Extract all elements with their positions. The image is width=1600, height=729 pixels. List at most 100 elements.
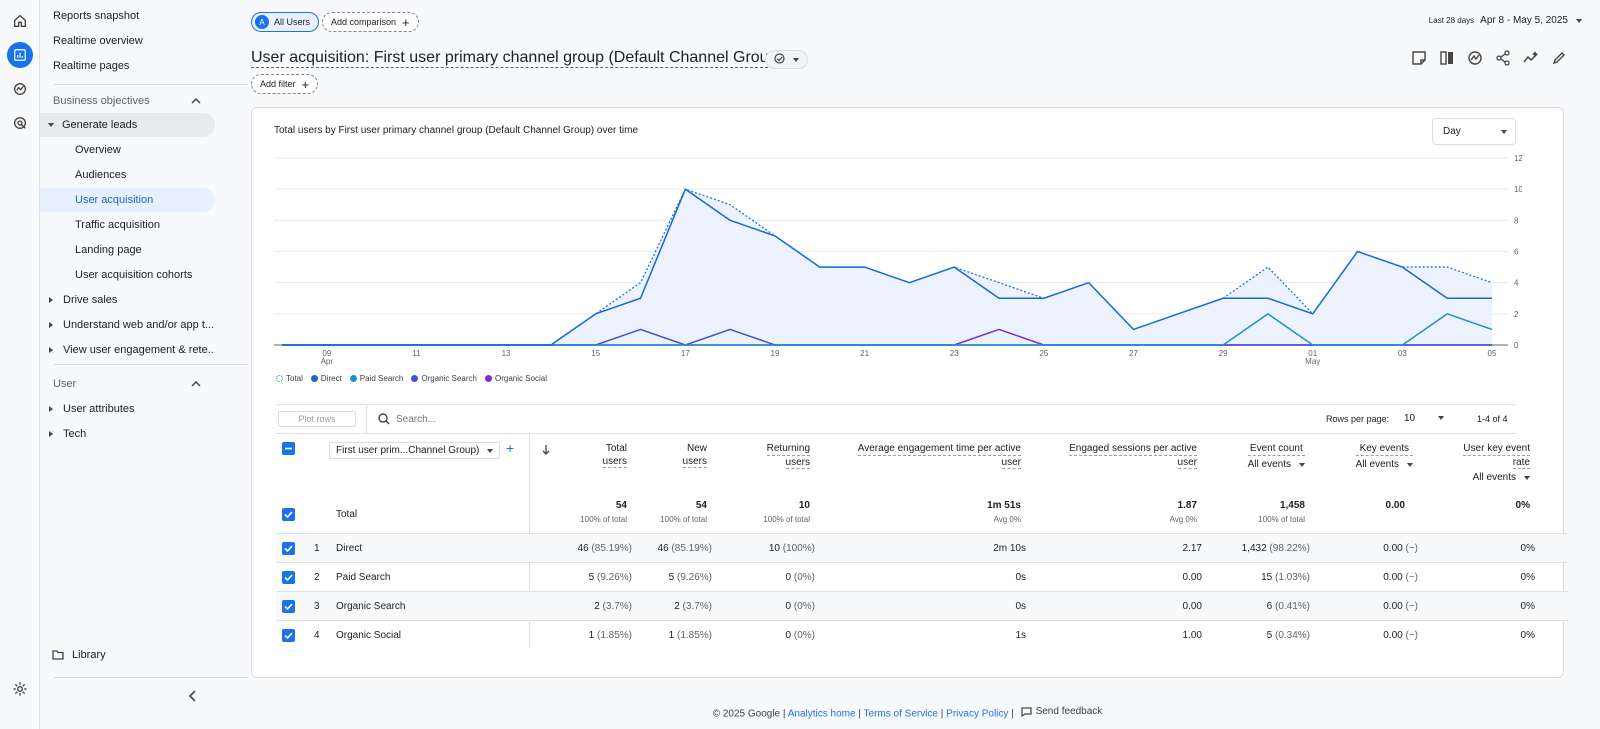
nav-group-generate-leads[interactable]: Generate leads bbox=[40, 113, 215, 137]
user-engagement-label: View user engagement & rete... bbox=[63, 344, 215, 356]
analytics-intelligence-icon[interactable] bbox=[1467, 50, 1485, 68]
footer-analytics-home-link[interactable]: Analytics home bbox=[787, 708, 856, 720]
row-event-count-pct: (1.03%) bbox=[1274, 572, 1310, 583]
home-icon[interactable] bbox=[7, 8, 33, 34]
x-tick-label: 27 bbox=[1129, 349, 1138, 358]
share-icon[interactable] bbox=[1495, 50, 1513, 68]
add-dimension-plus-icon[interactable]: + bbox=[506, 440, 515, 456]
header-key-events[interactable]: Key events All events bbox=[1355, 442, 1413, 471]
sort-descending-arrow-icon[interactable] bbox=[542, 444, 550, 458]
nav-group-tech[interactable]: Tech bbox=[40, 422, 215, 446]
header-returning-users[interactable]: Returning users bbox=[766, 442, 810, 469]
nav-user-acquisition-cohorts[interactable]: User acquisition cohorts bbox=[75, 269, 193, 281]
key-events-filter-dropdown[interactable]: All events bbox=[1356, 458, 1413, 471]
header-event-count[interactable]: Event count All events bbox=[1247, 442, 1305, 471]
dropdown-caret-icon bbox=[1438, 416, 1444, 420]
nav-landing-page[interactable]: Landing page bbox=[75, 244, 142, 256]
header-rate-line1: User key event bbox=[1463, 443, 1530, 456]
row-total-users-value: 5 bbox=[588, 572, 595, 583]
business-objectives-label: Business objectives bbox=[53, 95, 150, 107]
header-total-users[interactable]: Total users bbox=[602, 442, 627, 468]
nav-library[interactable]: Library bbox=[40, 643, 215, 667]
plus-icon: + bbox=[301, 76, 310, 92]
generate-leads-label: Generate leads bbox=[62, 119, 138, 131]
nav-overview[interactable]: Overview bbox=[75, 144, 121, 156]
legend-swatch bbox=[484, 375, 492, 382]
nav-realtime-overview[interactable]: Realtime overview bbox=[53, 35, 143, 47]
footer-terms-link[interactable]: Terms of Service bbox=[863, 708, 938, 720]
event-count-filter-dropdown[interactable]: All events bbox=[1248, 458, 1305, 471]
header-user-key-event-rate[interactable]: User key event rate All events bbox=[1463, 442, 1530, 484]
granularity-select[interactable]: Day bbox=[1432, 118, 1516, 145]
explore-icon[interactable] bbox=[7, 76, 33, 102]
date-range-label: Last 28 days bbox=[1428, 16, 1475, 25]
legend-item[interactable]: Organic Social bbox=[484, 374, 547, 383]
insights-note-icon[interactable] bbox=[1411, 50, 1429, 68]
table-row[interactable]: 4 Organic Social 1 (1.85%) 1 (1.85%) 0 (0%) 1… bbox=[276, 620, 1568, 649]
nav-group-user-engagement[interactable]: View user engagement & rete... bbox=[40, 338, 215, 362]
date-range-picker[interactable]: Last 28 days Apr 8 - May 5, 2025 bbox=[1429, 15, 1582, 26]
nav-group-drive-sales[interactable]: Drive sales bbox=[40, 288, 215, 312]
nav-group-understand-web[interactable]: Understand web and/or app t... bbox=[40, 313, 215, 337]
title-status-dropdown[interactable] bbox=[765, 50, 808, 69]
settings-gear-icon[interactable] bbox=[7, 676, 33, 702]
nav-group-user-attributes[interactable]: User attributes bbox=[40, 397, 215, 421]
nav-user-acquisition[interactable]: User acquisition bbox=[40, 188, 215, 212]
rate-filter-dropdown[interactable]: All events bbox=[1463, 471, 1530, 484]
nav-section-user[interactable]: User bbox=[40, 372, 215, 396]
reports-icon[interactable] bbox=[7, 42, 33, 68]
legend-item[interactable]: Direct bbox=[310, 374, 342, 383]
row-new-users: 46 (85.19%) bbox=[658, 543, 712, 554]
row-key-events-pct: (−) bbox=[1405, 601, 1419, 612]
total-row-checkbox[interactable] bbox=[282, 508, 295, 521]
row-checkbox[interactable] bbox=[282, 571, 295, 584]
table-row[interactable]: 1 Direct 46 (85.19%) 46 (85.19%) 10 (100%) 2m… bbox=[276, 533, 1568, 562]
row-checkbox[interactable] bbox=[282, 629, 295, 642]
y-tick-label: 10 bbox=[1514, 185, 1522, 194]
header-new-users[interactable]: New users bbox=[682, 442, 707, 468]
add-comparison-button[interactable]: Add comparison + bbox=[322, 12, 419, 32]
plot-rows-button[interactable]: Plot rows bbox=[278, 411, 356, 427]
legend-item[interactable]: Total bbox=[276, 374, 303, 383]
rows-per-page-select[interactable]: 10 bbox=[1404, 409, 1448, 427]
row-new-users-value: 46 bbox=[657, 543, 669, 554]
segment-chip-all-users[interactable]: A All Users bbox=[251, 12, 320, 32]
header-engaged-sessions[interactable]: Engaged sessions per active user bbox=[1069, 442, 1197, 469]
edit-pencil-icon[interactable] bbox=[1551, 50, 1569, 68]
total-users-total: 54 100% of total bbox=[580, 500, 627, 524]
nav-section-business-objectives[interactable]: Business objectives bbox=[40, 89, 215, 113]
nav-audiences[interactable]: Audiences bbox=[75, 169, 127, 181]
header-avg-engagement[interactable]: Average engagement time per active user bbox=[857, 442, 1021, 469]
table-row[interactable]: 3 Organic Search 2 (3.7%) 2 (3.7%) 0 (0%) 0s 0… bbox=[276, 591, 1568, 620]
nav-traffic-acquisition[interactable]: Traffic acquisition bbox=[75, 219, 160, 231]
dimension-select[interactable]: First user prim...Channel Group) bbox=[329, 442, 500, 459]
header-returning-users-line1: Returning bbox=[766, 443, 810, 456]
row-event-count: 1,432 (98.22%) bbox=[1242, 543, 1310, 554]
footer-privacy-link[interactable]: Privacy Policy bbox=[946, 708, 1009, 720]
page-title[interactable]: User acquisition: First user primary cha… bbox=[251, 49, 783, 68]
nav-realtime-pages[interactable]: Realtime pages bbox=[53, 60, 130, 72]
advertising-icon[interactable] bbox=[7, 110, 33, 136]
row-checkbox[interactable] bbox=[282, 600, 295, 613]
row-checkbox[interactable] bbox=[282, 542, 295, 555]
avg-engagement-total-value: 1m 51s bbox=[987, 500, 1021, 511]
row-event-count-pct: (98.22%) bbox=[1269, 543, 1310, 554]
row-key-events-pct: (−) bbox=[1405, 572, 1419, 583]
legend-item[interactable]: Paid Search bbox=[349, 374, 403, 383]
tech-label: Tech bbox=[63, 428, 87, 440]
add-filter-button[interactable]: Add filter + bbox=[251, 74, 319, 94]
table-row[interactable]: 2 Paid Search 5 (9.26%) 5 (9.26%) 0 (0%) 0s 0.… bbox=[276, 562, 1568, 591]
compare-columns-icon[interactable] bbox=[1439, 50, 1457, 68]
legend-item[interactable]: Organic Search bbox=[411, 374, 477, 383]
x-tick-label: 05 bbox=[1488, 349, 1497, 358]
row-new-users-value: 1 bbox=[668, 630, 675, 641]
trend-insights-icon[interactable] bbox=[1523, 50, 1541, 68]
collapsed-caret-icon bbox=[49, 347, 53, 353]
select-all-checkbox[interactable] bbox=[282, 442, 295, 455]
table-search-input[interactable] bbox=[396, 411, 696, 427]
send-feedback-button[interactable]: Send feedback bbox=[1020, 706, 1102, 717]
collapse-sidebar-chevron-icon[interactable] bbox=[188, 690, 198, 705]
nav-reports-snapshot[interactable]: Reports snapshot bbox=[53, 10, 140, 22]
understand-web-label: Understand web and/or app t... bbox=[63, 319, 215, 331]
y-tick-label: 8 bbox=[1514, 216, 1519, 225]
